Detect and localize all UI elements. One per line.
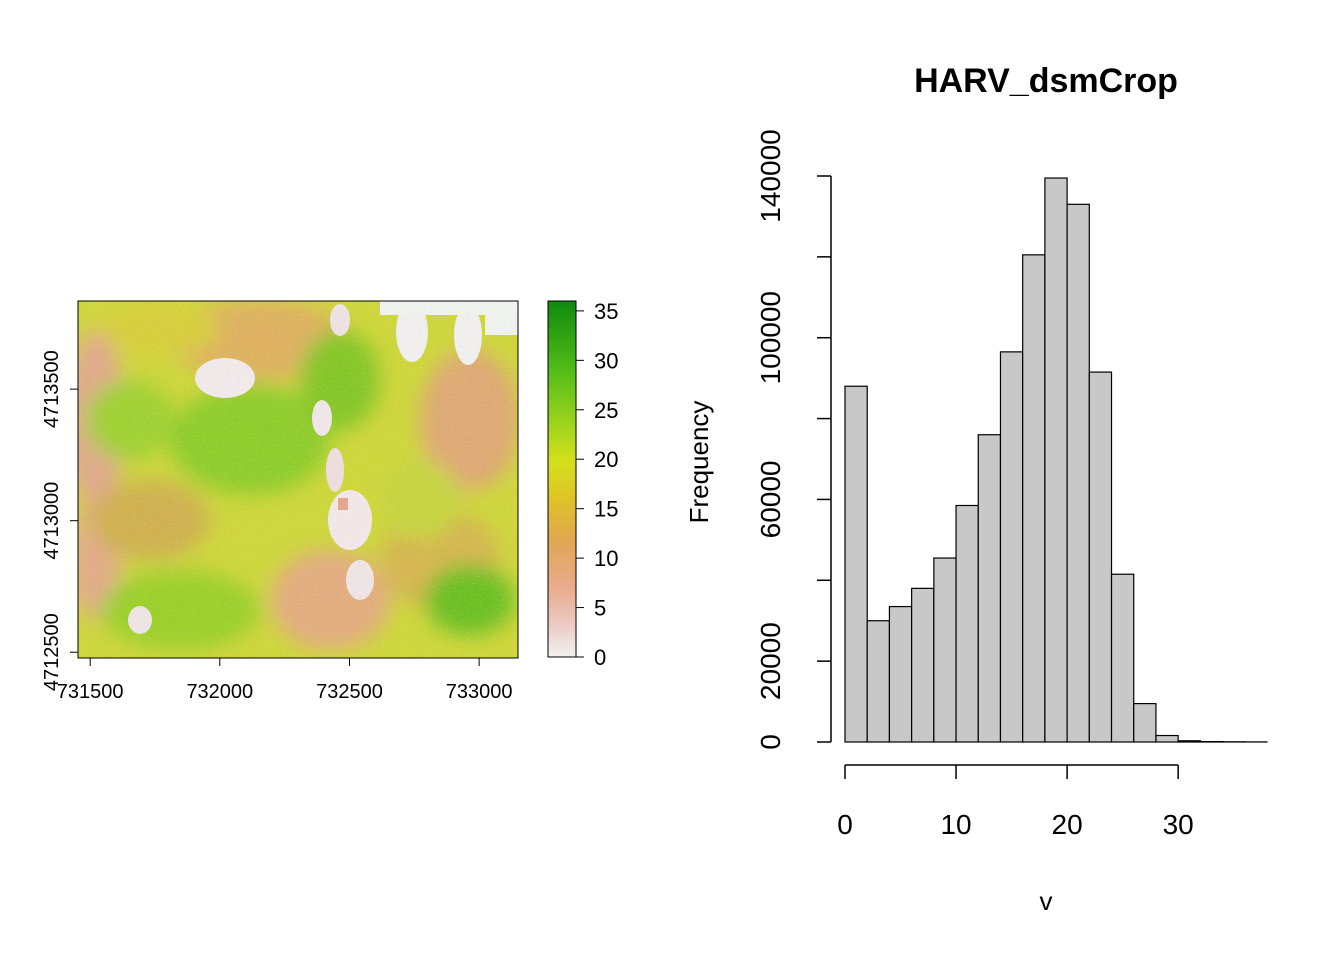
- histogram-x-tick-label: 0: [837, 809, 853, 840]
- histogram-y-tick-label: 60000: [755, 460, 786, 538]
- histogram-bar: [1023, 255, 1045, 742]
- histogram-bar: [1067, 204, 1089, 742]
- histogram-bar: [912, 588, 934, 742]
- histogram-bar: [1178, 741, 1200, 742]
- histogram-bar: [1134, 704, 1156, 742]
- histogram-panel: HARV_dsmCrop 0 10 20 30 0 20000 60000 100000 140…: [684, 62, 1267, 916]
- colorbar-tick-label: 30: [594, 348, 618, 373]
- histogram-bar: [978, 435, 1000, 742]
- histogram-bar: [1000, 352, 1022, 742]
- histogram-bar: [1045, 178, 1067, 742]
- colorbar-tick-label: 35: [594, 299, 618, 324]
- histogram-y-tick-label: 100000: [755, 291, 786, 384]
- histogram-bar: [956, 505, 978, 742]
- histogram-bar: [1112, 574, 1134, 742]
- colorbar-tick-label: 20: [594, 447, 618, 472]
- histogram-y-label: Frequency: [684, 401, 714, 524]
- raster-image: [65, 300, 520, 658]
- histogram-bar: [1156, 736, 1178, 742]
- histogram-title: HARV_dsmCrop: [914, 62, 1178, 100]
- raster-x-tick-label: 733000: [446, 681, 513, 703]
- histogram-bar: [1089, 372, 1111, 742]
- histogram-bar: [867, 621, 889, 742]
- histogram-bar: [889, 607, 911, 742]
- histogram-y-tick-label: 0: [755, 734, 786, 750]
- histogram-y-tick-label: 140000: [755, 129, 786, 222]
- colorbar-tick-label: 5: [594, 596, 606, 621]
- colorbar-scale: [548, 301, 576, 657]
- histogram-bar: [845, 386, 867, 742]
- histogram-x-tick-label: 10: [940, 809, 971, 840]
- colorbar-tick-label: 0: [594, 645, 606, 670]
- colorbar-tick-label: 15: [594, 497, 618, 522]
- raster-x-tick-label: 732500: [316, 681, 383, 703]
- histogram-bar: [934, 558, 956, 742]
- raster-panel: 731500 732000 732500 733000 4712500 4713000 47…: [41, 299, 618, 703]
- histogram-y-tick-label: 20000: [755, 622, 786, 700]
- histogram-x-tick-label: 20: [1052, 809, 1083, 840]
- histogram-x-label: v: [1040, 886, 1053, 916]
- raster-y-tick-label: 4713500: [41, 350, 63, 428]
- colorbar-tick-label: 10: [594, 546, 618, 571]
- raster-y-tick-label: 4713000: [41, 482, 63, 560]
- raster-x-tick-label: 731500: [57, 681, 124, 703]
- colorbar-tick-label: 25: [594, 398, 618, 423]
- histogram-x-tick-label: 30: [1163, 809, 1194, 840]
- raster-y-tick-label: 4712500: [41, 613, 63, 691]
- raster-colorbar: 0 5 10 15 20 25 30 35: [548, 299, 618, 670]
- raster-x-tick-label: 732000: [186, 681, 253, 703]
